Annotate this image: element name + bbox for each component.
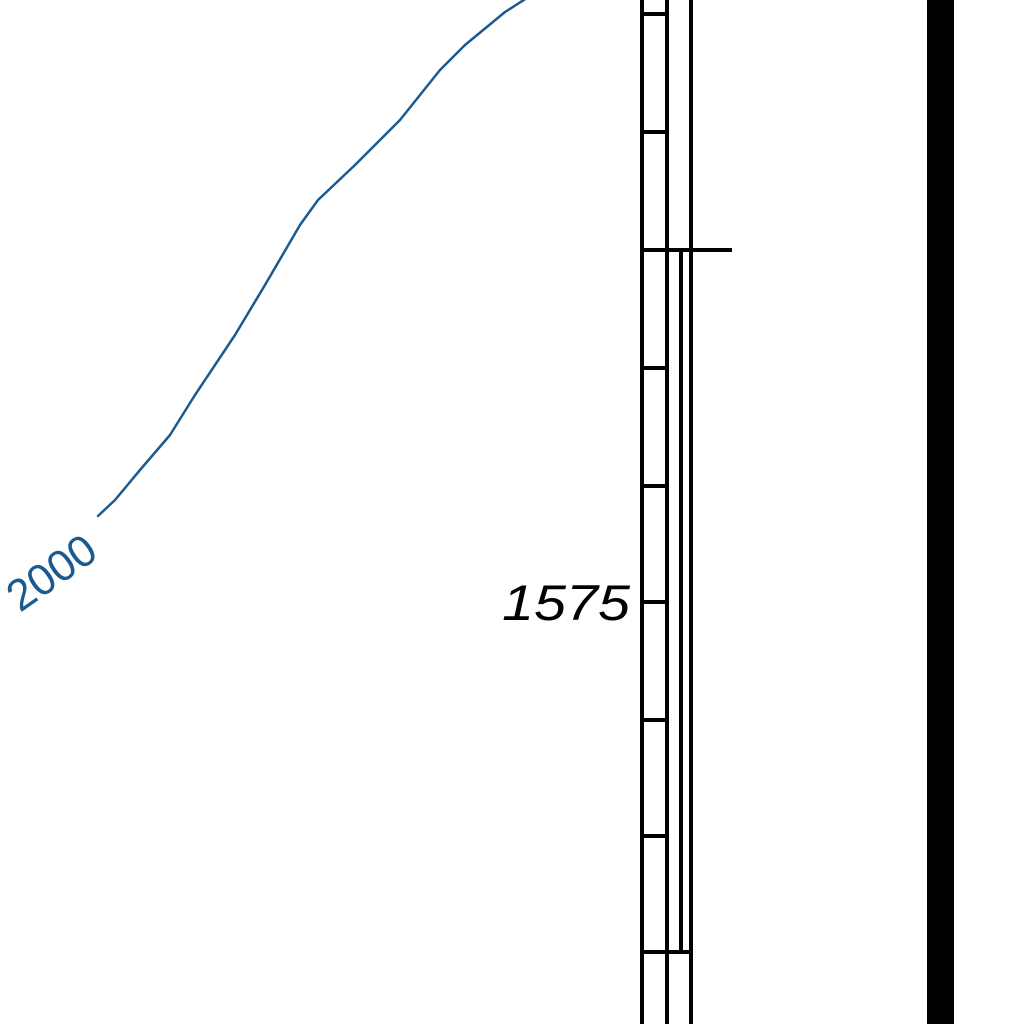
depth-scale-column: 1575 [502, 0, 732, 1024]
boundary-bar [927, 0, 954, 1024]
contour-path [96, 0, 527, 518]
depth-scale-label: 1575 [502, 575, 630, 631]
